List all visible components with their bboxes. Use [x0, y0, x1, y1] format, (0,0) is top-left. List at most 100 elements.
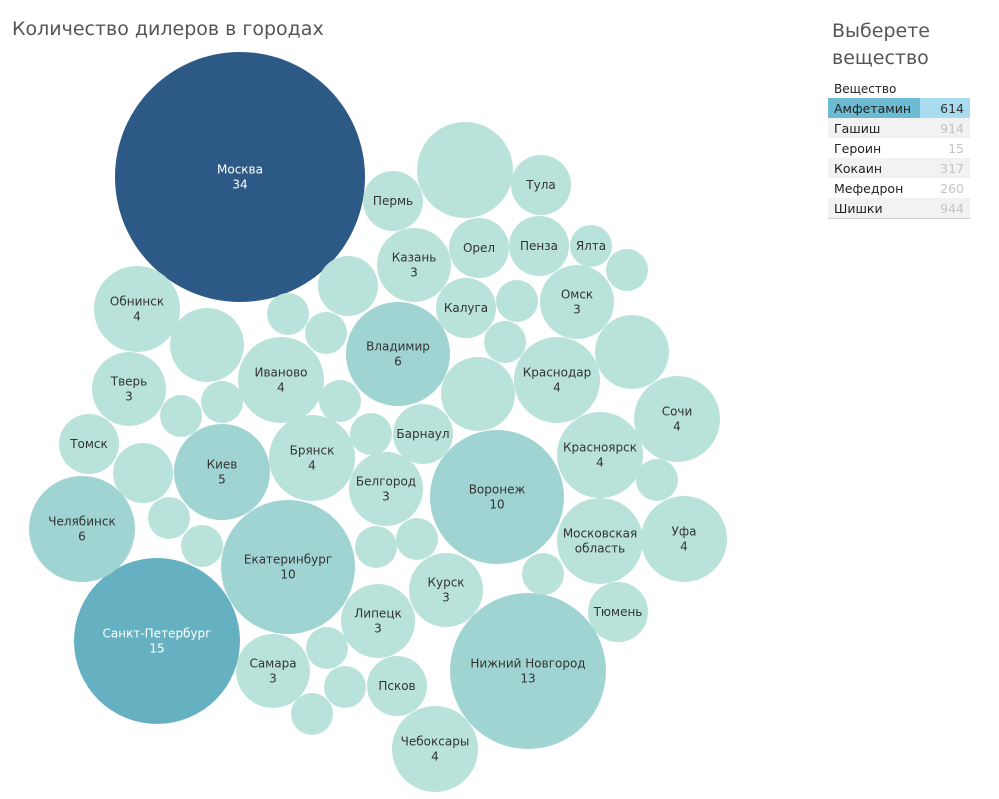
- bubble-circle: [74, 558, 240, 724]
- city-bubble[interactable]: Томск: [59, 414, 119, 474]
- bubble-circle: [570, 225, 612, 267]
- bubble-circle: [436, 278, 496, 338]
- filter-item[interactable]: Героин 15: [828, 138, 970, 158]
- bubble-label: Томск: [69, 437, 108, 451]
- bubble-label: Екатеринбург: [244, 553, 332, 567]
- bubble-label: Владимир: [366, 340, 430, 354]
- bubble-circle: [346, 302, 450, 406]
- city-bubble[interactable]: [484, 321, 526, 363]
- city-bubble[interactable]: [636, 459, 678, 501]
- selected-value-bar: [828, 98, 921, 118]
- city-bubble[interactable]: Барнаул: [393, 404, 453, 464]
- city-bubble[interactable]: Тюмень: [588, 582, 648, 642]
- bubble-circle: [201, 381, 243, 423]
- city-bubble[interactable]: Орел: [449, 218, 509, 278]
- city-bubble[interactable]: [318, 256, 378, 316]
- city-bubble[interactable]: [160, 395, 202, 437]
- filter-item[interactable]: Шишки 944: [828, 198, 970, 218]
- city-bubble[interactable]: [113, 443, 173, 503]
- city-bubble[interactable]: Калуга: [436, 278, 496, 338]
- bubble-value: 3: [125, 390, 133, 404]
- bubble-label: область: [575, 542, 625, 556]
- city-bubble[interactable]: [606, 249, 648, 291]
- filter-item-label: Мефедрон: [834, 181, 904, 196]
- city-bubble[interactable]: [148, 497, 190, 539]
- city-bubble[interactable]: [170, 308, 244, 382]
- city-bubble[interactable]: [306, 627, 348, 669]
- city-bubble[interactable]: [396, 518, 438, 560]
- bubble-label: Казань: [392, 251, 437, 265]
- city-bubble[interactable]: [417, 122, 513, 218]
- filter-item[interactable]: Амфетамин 614: [828, 98, 970, 118]
- bubble-label: Чебоксары: [401, 735, 470, 749]
- bubble-value: 3: [410, 266, 418, 280]
- bubble-label: Курск: [427, 576, 464, 590]
- bubble-label: Обнинск: [110, 295, 164, 309]
- city-bubble[interactable]: [324, 666, 366, 708]
- bubble-circle: [634, 376, 720, 462]
- bubble-circle: [409, 553, 483, 627]
- bubble-value: 4: [133, 310, 141, 324]
- city-bubble[interactable]: Псков: [367, 656, 427, 716]
- city-bubble[interactable]: [181, 525, 223, 567]
- bubble-value: 3: [442, 591, 450, 605]
- bubble-circle: [392, 706, 478, 792]
- bubble-circle: [641, 496, 727, 582]
- city-bubble[interactable]: [350, 413, 392, 455]
- bubble-label: Калуга: [444, 301, 488, 315]
- city-bubble[interactable]: [355, 526, 397, 568]
- city-bubble[interactable]: [291, 693, 333, 735]
- filter-item-value: 614: [940, 101, 964, 116]
- bubble-label: Воронеж: [469, 483, 526, 497]
- city-bubble[interactable]: [522, 553, 564, 595]
- bubble-value: 10: [489, 498, 504, 512]
- city-bubble[interactable]: [496, 280, 538, 322]
- city-bubble[interactable]: Пенза: [509, 216, 569, 276]
- filter-item[interactable]: Кокаин 317: [828, 158, 970, 178]
- city-bubble[interactable]: Пермь: [363, 171, 423, 231]
- city-bubble[interactable]: [595, 315, 669, 389]
- city-bubble[interactable]: [305, 312, 347, 354]
- city-bubble[interactable]: [441, 357, 515, 431]
- filter-item-label: Героин: [834, 141, 882, 156]
- bubble-circle: [557, 498, 643, 584]
- city-bubble[interactable]: Ялта: [570, 225, 612, 267]
- bubble-circle: [441, 357, 515, 431]
- city-bubble[interactable]: [201, 381, 243, 423]
- filter-item[interactable]: Гашиш 914: [828, 118, 970, 138]
- bubble-circle: [540, 265, 614, 339]
- city-bubble[interactable]: Тула: [511, 155, 571, 215]
- bubble-circle: [363, 171, 423, 231]
- city-bubble[interactable]: [267, 293, 309, 335]
- bubble-circle: [306, 627, 348, 669]
- city-bubble[interactable]: [319, 380, 361, 422]
- bubble-circle: [396, 518, 438, 560]
- filter-item-label: Кокаин: [834, 161, 883, 176]
- bubble-label: Краснодар: [523, 366, 592, 380]
- filter-item[interactable]: Мефедрон 260: [828, 178, 970, 198]
